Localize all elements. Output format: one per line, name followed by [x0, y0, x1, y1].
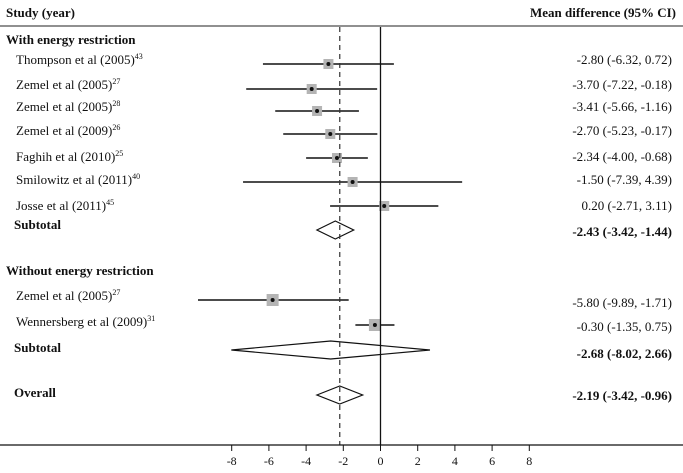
x-tick-label: -8: [227, 454, 237, 468]
overall-label: Overall: [14, 385, 56, 400]
study-label: Zemel et al (2005)27: [16, 288, 120, 303]
study-reference: 25: [115, 149, 123, 158]
study-label: Wennersberg et al (2009)31: [16, 314, 155, 329]
ci-text: -3.70 (-7.22, -0.18): [572, 77, 672, 92]
point-estimate: [350, 180, 355, 184]
x-tick-label: 2: [415, 454, 421, 468]
ci-text: -2.70 (-5.23, -0.17): [572, 123, 672, 138]
study-label: Faghih et al (2010)25: [16, 149, 123, 164]
study-label: Zemel et al (2005)28: [16, 99, 120, 114]
study-reference: 26: [112, 123, 120, 132]
point-estimate: [334, 156, 339, 160]
group-heading: With energy restriction: [6, 32, 136, 47]
study-reference: 28: [112, 99, 120, 108]
subtotal-diamond: [231, 340, 431, 360]
ci-text: -1.50 (-7.39, 4.39): [577, 172, 672, 187]
ci-text: -2.34 (-4.00, -0.68): [572, 149, 672, 164]
study-name: Wennersberg et al (2009): [16, 314, 147, 329]
study-name: Zemel et al (2005): [16, 288, 112, 303]
overall-ci-text: -2.19 (-3.42, -0.96): [572, 388, 672, 403]
x-tick-label: 6: [489, 454, 495, 468]
point-estimate: [315, 109, 320, 113]
ci-text: -2.80 (-6.32, 0.72): [577, 52, 672, 67]
group-heading: Without energy restriction: [6, 263, 154, 278]
study-name: Thompson et al (2005): [16, 52, 135, 67]
ci-text: -0.30 (-1.35, 0.75): [577, 319, 672, 334]
study-label: Zemel et al (2005)27: [16, 77, 120, 92]
study-label: Zemel et al (2009)26: [16, 123, 120, 138]
study-reference: 27: [112, 77, 120, 86]
subtotal-diamond: [315, 220, 356, 240]
study-label: Smilowitz et al (2011)40: [16, 172, 140, 187]
point-estimate: [328, 132, 333, 136]
ci-text: 0.20 (-2.71, 3.11): [581, 198, 672, 213]
study-reference: 40: [132, 172, 140, 181]
study-reference: 45: [106, 198, 114, 207]
ci-text: -3.41 (-5.66, -1.16): [572, 99, 672, 114]
study-label: Josse et al (2011)45: [16, 198, 114, 213]
x-tick-label: 0: [378, 454, 384, 468]
x-tick-label: -4: [301, 454, 311, 468]
study-name: Smilowitz et al (2011): [16, 172, 132, 187]
study-reference: 43: [135, 52, 143, 61]
point-estimate: [372, 323, 377, 327]
point-estimate: [309, 87, 314, 91]
forest-marks: With energy restriction Thompson et al (2…: [0, 27, 683, 468]
study-name: Josse et al (2011): [16, 198, 106, 213]
study-name: Zemel et al (2005): [16, 99, 112, 114]
x-tick-label: 4: [452, 454, 458, 468]
overall-diamond: [315, 385, 365, 405]
study-name: Faghih et al (2010): [16, 149, 115, 164]
x-tick-label: 8: [526, 454, 532, 468]
subtotal-label: Subtotal: [14, 217, 61, 232]
point-estimate: [326, 62, 331, 66]
study-column-header: Study (year): [6, 5, 75, 20]
study-name: Zemel et al (2005): [16, 77, 112, 92]
subtotal-label: Subtotal: [14, 340, 61, 355]
study-reference: 27: [112, 288, 120, 297]
x-tick-label: -6: [264, 454, 274, 468]
ci-text: -5.80 (-9.89, -1.71): [572, 295, 672, 310]
effect-column-header: Mean difference (95% CI): [530, 5, 676, 20]
subtotal-ci-text: -2.68 (-8.02, 2.66): [577, 346, 672, 361]
point-estimate: [270, 298, 275, 302]
point-estimate: [382, 204, 387, 208]
study-label: Thompson et al (2005)43: [16, 52, 143, 67]
study-name: Zemel et al (2009): [16, 123, 112, 138]
subtotal-ci-text: -2.43 (-3.42, -1.44): [572, 224, 672, 239]
x-tick-label: -2: [338, 454, 348, 468]
study-reference: 31: [147, 314, 155, 323]
